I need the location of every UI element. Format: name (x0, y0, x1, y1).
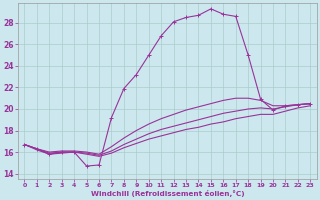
X-axis label: Windchill (Refroidissement éolien,°C): Windchill (Refroidissement éolien,°C) (91, 190, 244, 197)
